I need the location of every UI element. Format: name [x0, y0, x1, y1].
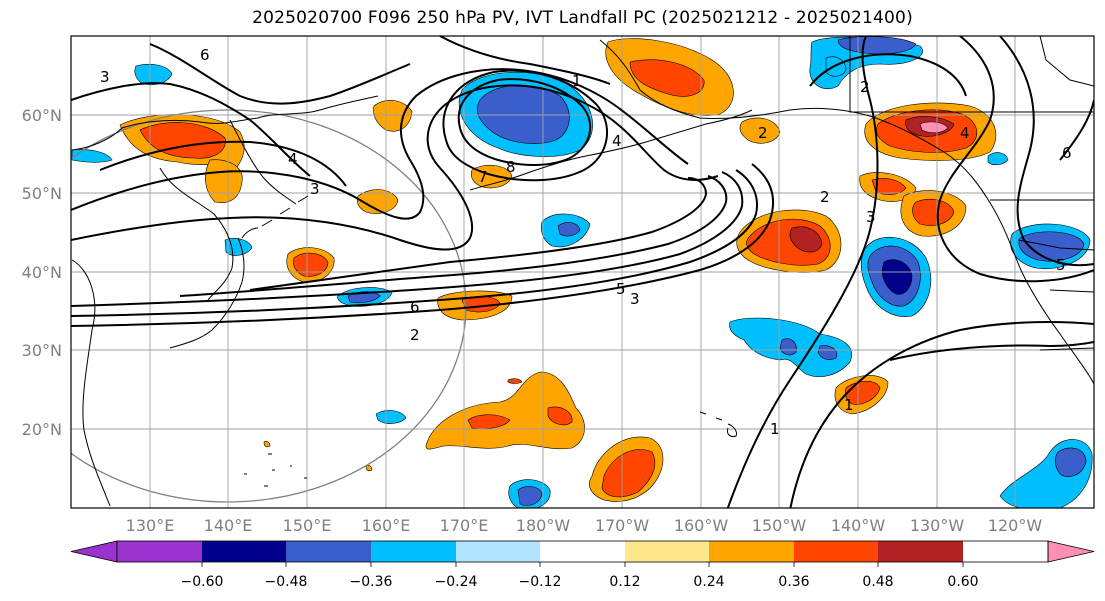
- contour-label: 4: [960, 124, 970, 142]
- contour-label: 1: [844, 396, 854, 414]
- colorbar-swatch: [709, 541, 794, 562]
- longitude-labels: 130°E 140°E 150°E 160°E 170°E 180°W 170°…: [126, 516, 1043, 535]
- contour-labels: 6 3 4 3 2 7 8 4 1 6 5 3 2 2 3 1 1 2 4 6 …: [100, 46, 1072, 438]
- contour-label: 6: [200, 46, 210, 64]
- contour-label: 3: [310, 180, 320, 198]
- lat-label: 40°N: [22, 263, 62, 282]
- colorbar-swatch: [202, 541, 286, 562]
- contour-label: 4: [288, 150, 298, 168]
- contour-label: 1: [572, 72, 582, 90]
- lon-label: 150°W: [752, 516, 807, 535]
- lon-label: 150°E: [283, 516, 332, 535]
- colorbar-swatch: [117, 541, 202, 562]
- lon-label: 160°W: [674, 516, 729, 535]
- contour-label: 2: [820, 188, 830, 206]
- lon-label: 160°E: [362, 516, 411, 535]
- colorbar-outline: [116, 540, 1049, 563]
- lat-label: 60°N: [22, 106, 62, 125]
- lon-label: 130°W: [910, 516, 965, 535]
- lon-label: 120°W: [988, 516, 1043, 535]
- contour-label: 8: [506, 158, 516, 176]
- lon-label: 140°E: [204, 516, 253, 535]
- colorbar-tick-labels: −0.60 −0.48 −0.36 −0.24 −0.12 0.12 0.24 …: [181, 574, 979, 590]
- lon-label: 170°W: [595, 516, 650, 535]
- contour-label: 2: [410, 326, 420, 344]
- contour-label: 5: [1056, 256, 1066, 274]
- colorbar-swatch: [878, 541, 963, 562]
- colorbar-swatch: [794, 541, 878, 562]
- contour-label: 5: [616, 280, 626, 298]
- lon-label: 180°W: [516, 516, 571, 535]
- lat-label: 50°N: [22, 184, 62, 203]
- contour-label: 1: [770, 420, 780, 438]
- map-frame: [70, 35, 1095, 509]
- latitude-labels: 60°N 50°N 40°N 30°N 20°N: [22, 106, 62, 439]
- colorbar-tick-label: −0.60: [181, 574, 224, 590]
- gridlines: [71, 36, 1094, 508]
- colorbar-tick-label: −0.12: [519, 574, 562, 590]
- colorbar-tick-label: 0.12: [609, 574, 640, 590]
- colorbar-extend-max: [1047, 540, 1095, 563]
- contour-label: 3: [630, 290, 640, 308]
- contour-label: 4: [612, 132, 622, 150]
- contour-label: 6: [410, 298, 420, 316]
- ivt-contours: [71, 36, 1094, 508]
- colorbar-tick-label: 0.36: [778, 574, 809, 590]
- colorbar-tick-label: 0.48: [862, 574, 893, 590]
- contour-label: 3: [100, 68, 110, 86]
- colorbar-swatch: [456, 541, 540, 562]
- lon-label: 170°E: [440, 516, 489, 535]
- colorbar-swatch: [286, 541, 371, 562]
- contour-label: 3: [866, 208, 876, 226]
- colorbar-swatch: [540, 541, 625, 562]
- pv-anomaly-shading: [71, 36, 1093, 508]
- colorbar-tick-label: −0.24: [435, 574, 478, 590]
- colorbar: [70, 540, 1095, 567]
- lon-label: 130°E: [126, 516, 175, 535]
- contour-label: 2: [758, 124, 768, 142]
- colorbar-swatch: [625, 541, 709, 562]
- lat-label: 20°N: [22, 420, 62, 439]
- contour-label: 6: [1062, 144, 1072, 162]
- colorbar-tick-label: −0.36: [350, 574, 393, 590]
- coastlines: [71, 36, 1094, 507]
- lon-label: 140°W: [831, 516, 886, 535]
- map-title: 2025020700 F096 250 hPa PV, IVT Landfall…: [252, 8, 913, 28]
- contour-label: 7: [478, 168, 488, 186]
- contour-label: 2: [860, 78, 870, 96]
- colorbar-extend-min: [70, 540, 118, 563]
- colorbar-tick-label: 0.60: [947, 574, 978, 590]
- colorbar-swatch: [371, 541, 456, 562]
- lat-label: 30°N: [22, 341, 62, 360]
- colorbar-tick-label: 0.24: [693, 574, 724, 590]
- colorbar-tick-label: −0.48: [265, 574, 308, 590]
